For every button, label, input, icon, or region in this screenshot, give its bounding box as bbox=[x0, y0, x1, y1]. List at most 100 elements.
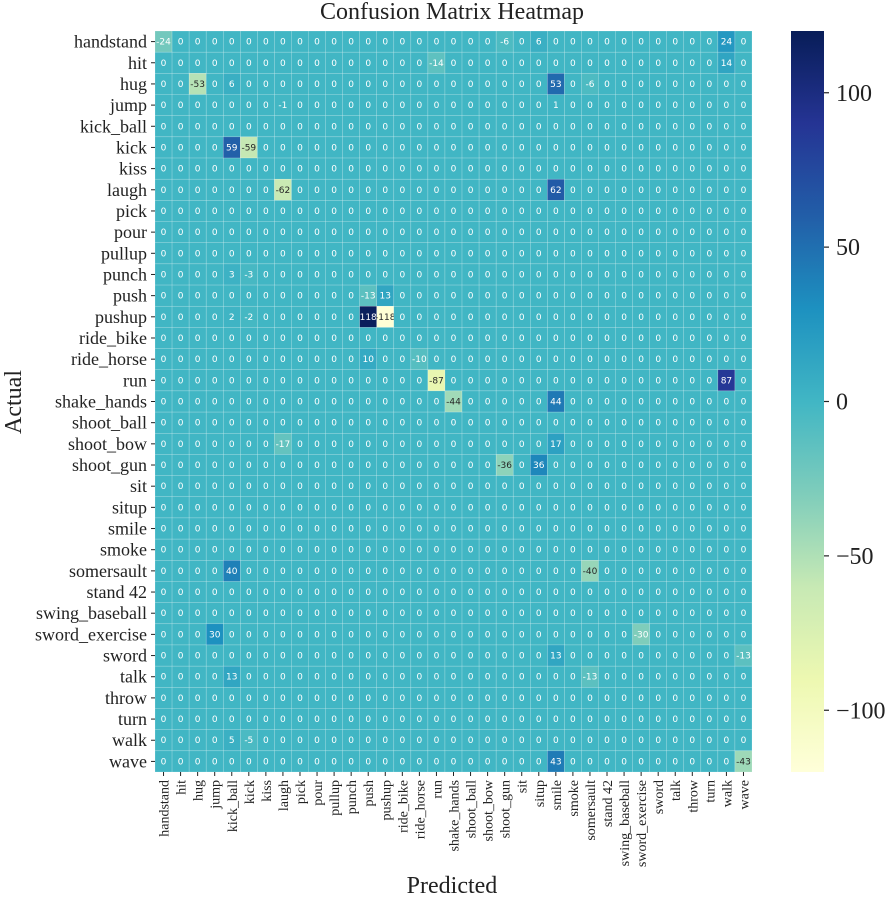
heatmap-cell-value: 0 bbox=[331, 736, 337, 746]
heatmap-cell-value: 0 bbox=[587, 609, 593, 619]
heatmap-cell-value: 0 bbox=[553, 355, 559, 365]
heatmap-cell-value: 0 bbox=[570, 715, 576, 725]
heatmap-cell-value: 0 bbox=[229, 398, 235, 408]
heatmap-cell-value: 0 bbox=[638, 207, 644, 217]
heatmap-cell-value: 0 bbox=[468, 334, 474, 344]
heatmap-cell-value: 0 bbox=[246, 630, 252, 640]
heatmap-cell-value: 0 bbox=[246, 249, 252, 259]
heatmap-cell-value: 0 bbox=[263, 165, 269, 175]
x-tick-label: wave bbox=[737, 780, 752, 810]
heatmap-cell-value: 0 bbox=[604, 440, 610, 450]
heatmap-cell-value: 0 bbox=[724, 503, 730, 513]
heatmap-cell-value: 0 bbox=[536, 757, 542, 767]
heatmap-cell-value: 0 bbox=[655, 673, 661, 683]
heatmap-cell-value: 0 bbox=[485, 567, 491, 577]
heatmap-cell-value: 0 bbox=[451, 207, 457, 217]
heatmap-cell-value: 0 bbox=[621, 165, 627, 175]
heatmap-cell bbox=[461, 284, 480, 307]
heatmap-cell-value: 0 bbox=[399, 630, 405, 640]
heatmap-cell-value: 0 bbox=[519, 165, 525, 175]
x-tick-label: push bbox=[362, 780, 377, 806]
heatmap-cell-value: 0 bbox=[229, 419, 235, 429]
heatmap-cell-value: 0 bbox=[212, 567, 218, 577]
heatmap-cell-value: 0 bbox=[365, 757, 371, 767]
heatmap-cell-value: 0 bbox=[297, 38, 303, 48]
heatmap-cell-value: 0 bbox=[655, 419, 661, 429]
heatmap-cell-value: 0 bbox=[536, 355, 542, 365]
heatmap-cell-value: 0 bbox=[519, 228, 525, 238]
heatmap-cell-value: 0 bbox=[451, 567, 457, 577]
colorbar-tick-label: −100 bbox=[836, 698, 886, 724]
heatmap-cell-value: 0 bbox=[263, 694, 269, 704]
heatmap-cell-value: 0 bbox=[399, 334, 405, 344]
heatmap-cell-value: 0 bbox=[621, 334, 627, 344]
heatmap-cell-value: 0 bbox=[706, 736, 712, 746]
heatmap-cell-value: 0 bbox=[570, 122, 576, 132]
x-tick-label: jump bbox=[209, 780, 224, 810]
heatmap-cell-value: 0 bbox=[434, 228, 440, 238]
heatmap-cell-value: 0 bbox=[570, 292, 576, 302]
heatmap-cell-value: 0 bbox=[161, 270, 167, 280]
colorbar bbox=[791, 31, 824, 772]
heatmap-cell bbox=[393, 390, 412, 413]
heatmap-cell-value: 0 bbox=[672, 292, 678, 302]
heatmap-cell-value: 0 bbox=[621, 376, 627, 386]
heatmap-cell-value: 0 bbox=[280, 334, 286, 344]
colorbar-tick-label: −50 bbox=[836, 544, 874, 570]
heatmap-cell-value: 0 bbox=[434, 122, 440, 132]
heatmap-cell-value: 0 bbox=[741, 38, 747, 48]
heatmap-cell-value: 0 bbox=[178, 736, 184, 746]
heatmap-cell-value: 0 bbox=[178, 461, 184, 471]
y-tick-label: stand 42 bbox=[87, 582, 148, 602]
heatmap-cell-value: 0 bbox=[724, 80, 730, 90]
heatmap-cell-value: 0 bbox=[331, 673, 337, 683]
heatmap-cell-value: 0 bbox=[365, 482, 371, 492]
heatmap-cell-value: 0 bbox=[519, 630, 525, 640]
heatmap-cell-value: 0 bbox=[468, 122, 474, 132]
heatmap-cell-value: 0 bbox=[417, 503, 423, 513]
heatmap-cell-value: 0 bbox=[365, 80, 371, 90]
heatmap-cell-value: 0 bbox=[621, 757, 627, 767]
heatmap-cell-value: 0 bbox=[604, 334, 610, 344]
heatmap-cell-value: 0 bbox=[553, 313, 559, 323]
heatmap-cell-value: 0 bbox=[587, 588, 593, 598]
heatmap-cell-value: 0 bbox=[638, 398, 644, 408]
heatmap-cell-value: 0 bbox=[280, 122, 286, 132]
heatmap-cell-value: 0 bbox=[229, 694, 235, 704]
heatmap-cell-value: 0 bbox=[263, 228, 269, 238]
heatmap-cell-value: 0 bbox=[229, 652, 235, 662]
heatmap-cell-value: 0 bbox=[468, 567, 474, 577]
heatmap-cell-value: 0 bbox=[655, 546, 661, 556]
heatmap-cell-value: 0 bbox=[672, 736, 678, 746]
heatmap-cell-value: 0 bbox=[331, 419, 337, 429]
heatmap-cell-value: 0 bbox=[297, 461, 303, 471]
heatmap-cell-value: 0 bbox=[331, 652, 337, 662]
heatmap-cell-value: 0 bbox=[570, 525, 576, 535]
heatmap-cell-value: 0 bbox=[706, 630, 712, 640]
heatmap-cell-value: 0 bbox=[212, 355, 218, 365]
heatmap-cell-value: 0 bbox=[587, 376, 593, 386]
heatmap-cell-value: 0 bbox=[161, 694, 167, 704]
y-tick-label: hug bbox=[120, 74, 147, 94]
heatmap-cell-value: 0 bbox=[621, 673, 627, 683]
heatmap-cell-value: 0 bbox=[672, 80, 678, 90]
heatmap-cell-value: 0 bbox=[399, 736, 405, 746]
heatmap-cell-value: 0 bbox=[468, 228, 474, 238]
heatmap-cell-value: 0 bbox=[553, 609, 559, 619]
heatmap-cell-value: 0 bbox=[399, 673, 405, 683]
heatmap-cell-value: 0 bbox=[314, 546, 320, 556]
heatmap-cell-value: 0 bbox=[672, 122, 678, 132]
y-tick-label: pour bbox=[114, 222, 147, 242]
heatmap-cell-value: 0 bbox=[399, 228, 405, 238]
heatmap-cell-value: 0 bbox=[519, 38, 525, 48]
heatmap-cell-value: 0 bbox=[229, 38, 235, 48]
heatmap-cell-value: -13 bbox=[361, 292, 376, 302]
heatmap-cell-value: 0 bbox=[468, 503, 474, 513]
heatmap-cell-value: 0 bbox=[263, 461, 269, 471]
heatmap-cell-value: -2 bbox=[244, 313, 253, 323]
heatmap-cell-value: 0 bbox=[365, 546, 371, 556]
heatmap-cell-value: 0 bbox=[536, 482, 542, 492]
heatmap-cell-value: 0 bbox=[689, 609, 695, 619]
heatmap-cell-value: 0 bbox=[553, 567, 559, 577]
heatmap-cell-value: 0 bbox=[348, 461, 354, 471]
